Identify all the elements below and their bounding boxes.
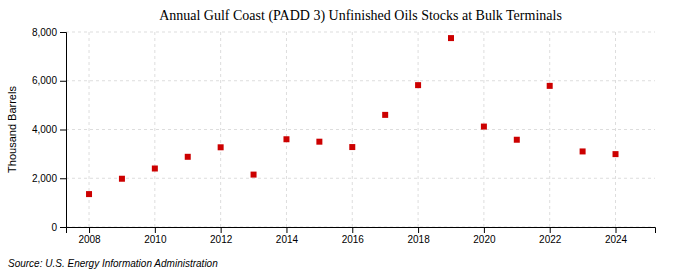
- tick-mark: [616, 227, 617, 233]
- tick-mark: [60, 130, 66, 131]
- tick: 0: [51, 222, 66, 233]
- tick-label: 4,000: [32, 124, 57, 135]
- point: [481, 124, 487, 130]
- tick-label: 2012: [210, 234, 233, 245]
- tick: 2022: [539, 227, 562, 245]
- tick-mark: [60, 32, 66, 33]
- grid-line: [352, 32, 353, 227]
- tick-mark: [418, 227, 419, 233]
- tick-mark: [221, 227, 222, 233]
- point: [283, 136, 289, 142]
- point: [152, 166, 158, 172]
- tick: 2010: [144, 227, 167, 245]
- tick-mark: [286, 227, 287, 233]
- tick: 2012: [210, 227, 233, 245]
- point: [448, 35, 454, 41]
- tick: 8,000: [32, 27, 66, 38]
- tick-label: 2018: [407, 234, 430, 245]
- tick-label: 6,000: [32, 75, 57, 86]
- y-axis-label: Thousand Barrels: [6, 86, 18, 173]
- y-axis: 0 2,000 4,000 6,000 8,000: [32, 27, 67, 233]
- grid-line: [418, 32, 419, 227]
- point: [86, 191, 92, 197]
- axis-line: [60, 33, 67, 228]
- point: [547, 83, 553, 89]
- point: [251, 172, 257, 178]
- point: [119, 176, 125, 182]
- grid-line: [89, 32, 90, 227]
- x-axis: 2008 2010 2012 2014 2016 2018 2020 2022 2024: [67, 227, 656, 245]
- grid-line: [286, 32, 287, 227]
- tick-label: 2024: [605, 234, 628, 245]
- point: [382, 112, 388, 118]
- point: [218, 144, 224, 150]
- tick-mark: [352, 227, 353, 233]
- tick-label: 8,000: [32, 27, 57, 38]
- tick-mark: [60, 81, 66, 82]
- plot-area: 2008 2010 2012 2014 2016 2018 2020 2022 2024 0 2,0…: [32, 27, 656, 245]
- point: [415, 82, 421, 88]
- tick-label: 2010: [144, 234, 167, 245]
- tick: 6,000: [32, 75, 66, 86]
- grid-line: [154, 32, 155, 227]
- tick-mark: [550, 227, 551, 233]
- tick-label: 2008: [78, 234, 101, 245]
- tick-mark: [60, 178, 66, 179]
- tick: 2008: [78, 227, 101, 245]
- tick: 2024: [605, 227, 628, 245]
- annotation: Source: U.S. Energy Information Administ…: [8, 258, 218, 269]
- title: Annual Gulf Coast (PADD 3) Unfinished Oi…: [159, 8, 562, 24]
- tick-label: 2,000: [32, 173, 57, 184]
- grid-line: [615, 32, 616, 227]
- point: [185, 154, 191, 160]
- tick: 2020: [473, 227, 496, 245]
- tick-mark: [60, 227, 66, 228]
- tick: 2,000: [32, 173, 66, 184]
- tick-label: 2022: [539, 234, 562, 245]
- tick: 2014: [276, 227, 299, 245]
- point: [514, 137, 520, 143]
- points: [86, 35, 618, 197]
- tick-label: 2016: [342, 234, 365, 245]
- tick-label: 2020: [473, 234, 496, 245]
- tick-mark: [89, 227, 90, 233]
- axis-line: [67, 228, 656, 234]
- chart: 2008 2010 2012 2014 2016 2018 2020 2022 2024 0 2,0…: [0, 0, 675, 275]
- grid-line: [220, 32, 221, 227]
- tick: 2018: [407, 227, 430, 245]
- point: [613, 151, 619, 157]
- tick-label: 0: [51, 222, 57, 233]
- tick: 2016: [342, 227, 365, 245]
- tick-mark: [155, 227, 156, 233]
- point: [316, 139, 322, 145]
- tick-label: 2014: [276, 234, 299, 245]
- x-grid: [89, 32, 615, 227]
- point: [349, 144, 355, 150]
- grid-line: [549, 32, 550, 227]
- tick: 4,000: [32, 124, 66, 135]
- y-grid: [66, 32, 655, 227]
- point: [580, 148, 586, 154]
- tick-mark: [484, 227, 485, 233]
